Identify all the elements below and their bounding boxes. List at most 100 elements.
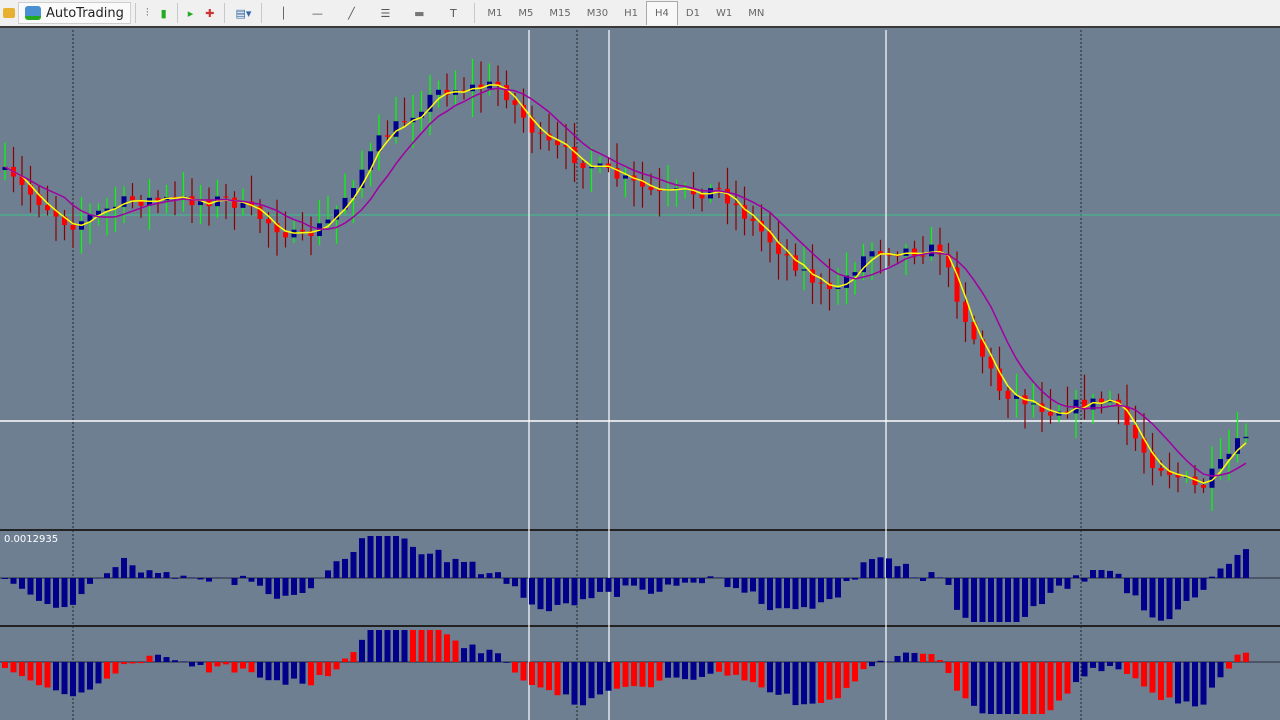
histogram-bar <box>155 654 161 662</box>
histogram-bar <box>622 662 629 687</box>
bar-chart-icon[interactable]: ⫶ <box>145 6 149 19</box>
candle-body <box>580 163 586 168</box>
indicator-value-label: 0.0012935 <box>4 534 59 545</box>
histogram-bar <box>1064 662 1071 694</box>
histogram-bar <box>435 549 442 578</box>
timeframe-m5[interactable]: M5 <box>518 7 534 19</box>
histogram-bar <box>792 662 799 706</box>
histogram-bar <box>631 578 637 586</box>
candle-body <box>70 224 76 230</box>
histogram-bar <box>401 538 408 578</box>
histogram-bar <box>784 662 790 694</box>
histogram-bar <box>1234 554 1241 578</box>
histogram-bar <box>112 662 119 674</box>
candle-body <box>2 166 8 170</box>
indicators-icon[interactable]: ▤▾ <box>235 6 252 20</box>
histogram-bar <box>894 655 901 662</box>
candle-body <box>614 168 620 179</box>
histogram-bar <box>36 662 42 686</box>
slow-moving-average <box>4 87 1247 477</box>
histogram-bar <box>843 578 850 582</box>
histogram-bar <box>724 578 731 588</box>
timeframe-h1[interactable]: H1 <box>624 7 638 19</box>
candle-body <box>767 231 773 243</box>
candle-body <box>589 167 594 169</box>
vertical-line-icon[interactable]: │ <box>280 6 287 20</box>
histogram-bar <box>588 578 595 599</box>
candle-body <box>657 189 662 192</box>
candle-body <box>640 180 645 187</box>
histogram-bar <box>1166 578 1173 620</box>
open-icon[interactable] <box>0 2 18 24</box>
histogram-bar <box>682 578 688 583</box>
timeframe-m1[interactable]: M1 <box>487 7 503 19</box>
chart-shift-icon[interactable]: ▸ <box>187 6 194 20</box>
histogram-bar <box>537 662 544 688</box>
histogram-bar <box>1200 578 1207 590</box>
candle-body <box>385 135 390 137</box>
autoscroll-icon[interactable]: ✚ <box>205 6 215 20</box>
candle-body <box>886 254 892 256</box>
histogram-bar <box>1132 578 1139 596</box>
timeframe-bar: M1 M5 M15 M30 H1 H4 D1 W1 MN <box>479 1 772 25</box>
candle-body <box>1175 474 1181 478</box>
timeframe-d1[interactable]: D1 <box>685 7 700 19</box>
timeframe-m15[interactable]: M15 <box>549 7 571 19</box>
histogram-bar <box>1217 568 1224 578</box>
histogram-bar <box>299 662 306 684</box>
histogram-bar <box>359 639 365 662</box>
histogram-bar <box>1192 662 1198 707</box>
rectangle-icon[interactable]: ▬ <box>414 6 425 20</box>
histogram-bar <box>835 578 841 598</box>
fibonacci-icon[interactable]: ☰ <box>380 6 391 20</box>
histogram-bar <box>1192 578 1198 598</box>
histogram-bar <box>699 578 705 584</box>
trendline-icon[interactable]: ╱ <box>348 6 355 20</box>
histogram-bar <box>1098 662 1105 672</box>
candle-body <box>1192 476 1198 485</box>
fast-moving-average <box>4 84 1247 484</box>
timeframe-mn[interactable]: MN <box>748 7 765 19</box>
candle-body <box>793 255 798 271</box>
candle-body <box>1005 390 1011 399</box>
histogram-bar <box>1149 578 1156 618</box>
candle-body <box>1039 403 1045 412</box>
horizontal-line-icon[interactable]: — <box>311 6 323 20</box>
histogram-bar <box>418 554 425 578</box>
histogram-bar <box>818 578 824 603</box>
candle-body <box>1065 411 1070 414</box>
candle-body <box>274 223 280 233</box>
histogram-bar <box>44 578 51 604</box>
histogram-bar <box>401 630 408 662</box>
histogram-bar <box>1039 578 1045 605</box>
histogram-bar <box>112 567 119 578</box>
histogram-bar <box>1243 652 1249 662</box>
histogram-bar <box>741 662 748 681</box>
histogram-bar <box>486 573 493 578</box>
histogram-bar <box>1158 662 1164 700</box>
histogram-bar <box>597 662 603 695</box>
histogram-bar <box>53 662 59 691</box>
text-icon[interactable]: T <box>450 6 457 20</box>
timeframe-m30[interactable]: M30 <box>586 7 609 19</box>
timeframe-w1[interactable]: W1 <box>715 7 733 19</box>
histogram-bar <box>189 662 195 667</box>
candle-body <box>920 255 926 257</box>
candlestick-icon[interactable]: ▮ <box>160 6 167 20</box>
histogram-bar <box>1234 654 1241 662</box>
candle-body <box>453 90 458 95</box>
histogram-bar <box>257 662 263 678</box>
histogram-bar <box>554 578 561 605</box>
histogram-bar <box>665 662 671 678</box>
histogram-bar <box>1047 662 1054 711</box>
candle-body <box>172 196 178 198</box>
autotrading-button[interactable]: AutoTrading <box>18 2 131 24</box>
timeframe-h4[interactable]: H4 <box>645 1 678 25</box>
histogram-bar <box>520 578 527 598</box>
candle-body <box>1124 406 1130 426</box>
candle-body <box>334 209 339 220</box>
histogram-bar <box>979 662 986 714</box>
candle-body <box>1141 438 1147 453</box>
candle-body <box>121 196 127 207</box>
